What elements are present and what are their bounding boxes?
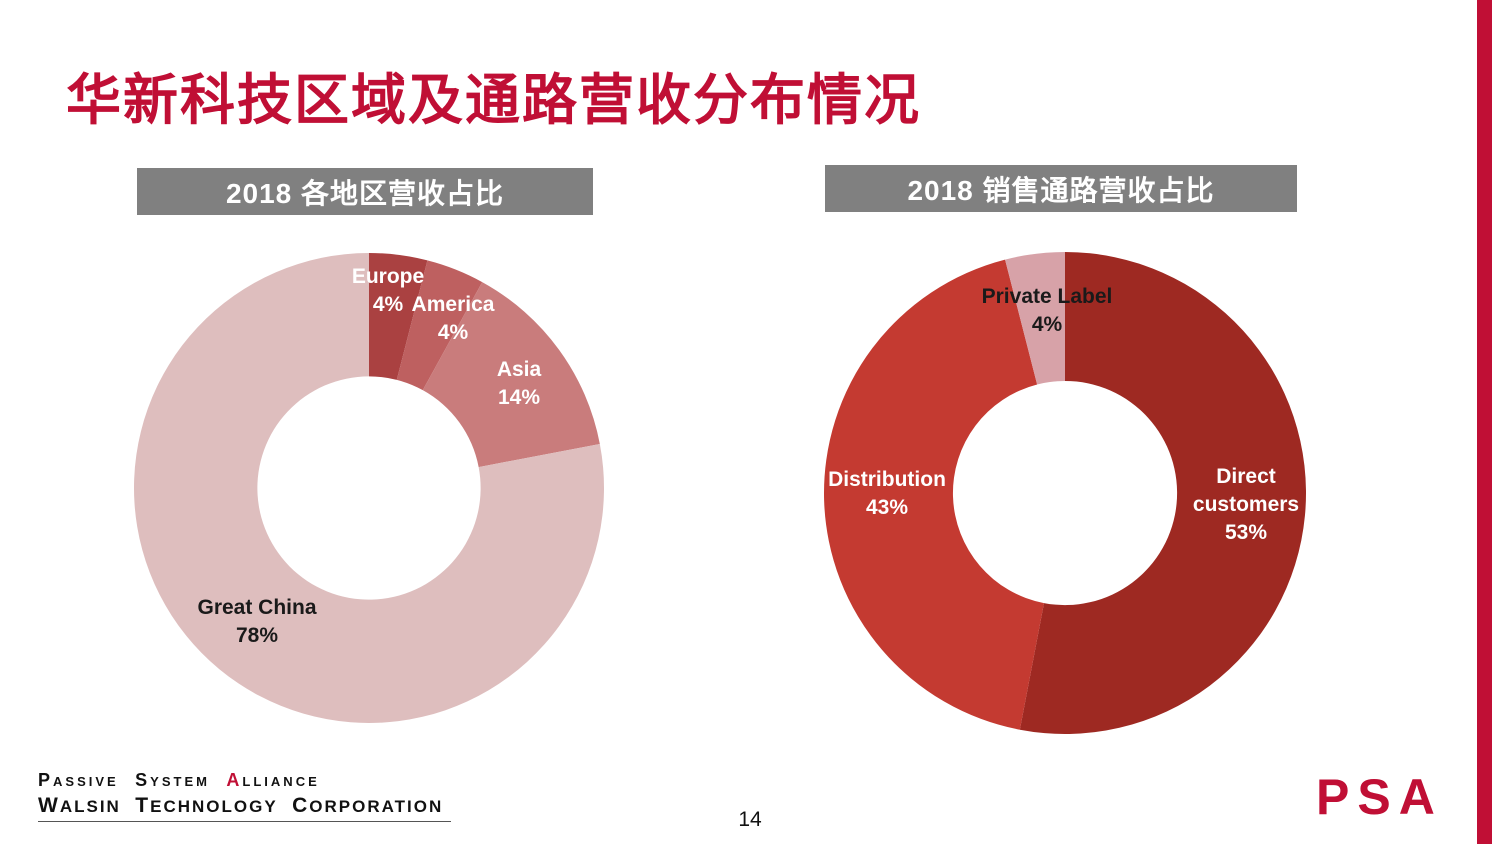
- label-distribution-pct: 43%: [865, 496, 909, 519]
- label-direct-customers-name: Direct customers: [1192, 465, 1300, 516]
- company-logo: Passive System Alliance Walsin Technolog…: [38, 770, 452, 822]
- logo-word-alliance: Alliance: [226, 770, 320, 790]
- label-direct-customers-pct: 53%: [1224, 521, 1268, 544]
- channel-donut-chart: Private Label 4% Direct customers 53% Di…: [823, 251, 1307, 735]
- label-distribution: Distribution 43%: [812, 466, 962, 522]
- channel-donut-svg: [824, 252, 1307, 734]
- label-distribution-name: Distribution: [828, 468, 946, 491]
- label-great-china-pct: 78%: [235, 624, 279, 647]
- region-chart-header: 2018 各地区营收占比: [137, 168, 593, 215]
- right-edge-accent-stripe: [1477, 0, 1492, 844]
- label-asia: Asia 14%: [469, 356, 569, 412]
- logo-word-walsin: Walsin: [38, 794, 121, 817]
- donut-slice-direct-customers: [1019, 252, 1307, 734]
- donut-slice-private-label: [1005, 252, 1065, 385]
- donut-slice-distribution: [824, 259, 1044, 730]
- psa-logo: PSA: [1316, 769, 1443, 825]
- label-america: America 4%: [403, 291, 503, 347]
- region-donut-chart: Europe 4% America 4% Asia 14% Great Chin…: [133, 252, 605, 724]
- page-number: 14: [738, 808, 762, 831]
- logo-word-technology: Technology: [135, 794, 278, 817]
- label-direct-customers: Direct customers 53%: [1184, 463, 1308, 547]
- donut-slice-asia: [422, 282, 600, 468]
- label-private-label-name: Private Label: [981, 285, 1113, 308]
- label-europe-name: Europe: [351, 265, 425, 288]
- label-asia-name: Asia: [496, 358, 542, 381]
- label-asia-pct: 14%: [497, 386, 541, 409]
- channel-chart-header: 2018 销售通路营收占比: [825, 165, 1297, 212]
- label-europe: Europe 4%: [338, 263, 438, 319]
- slide-title: 华新科技区域及通路营收分布情况: [66, 68, 922, 131]
- donut-slice-america: [396, 260, 483, 391]
- label-private-label: Private Label 4%: [962, 283, 1132, 339]
- logo-word-system: System: [135, 770, 210, 790]
- label-great-china: Great China 78%: [177, 594, 337, 650]
- donut-slice-europe: [369, 253, 428, 380]
- label-great-china-name: Great China: [197, 596, 317, 619]
- label-europe-pct: 4%: [372, 293, 404, 316]
- label-private-label-pct: 4%: [1031, 313, 1063, 336]
- logo-word-passive: Passive: [38, 770, 119, 790]
- label-america-pct: 4%: [437, 321, 469, 344]
- logo-line1: Passive System Alliance: [38, 770, 451, 791]
- donut-slice-great-china: [134, 253, 605, 723]
- logo-word-corporation: Corporation: [292, 794, 444, 817]
- label-america-name: America: [411, 293, 495, 316]
- region-donut-svg: [134, 253, 605, 723]
- logo-line2: Walsin Technology Corporation: [38, 794, 452, 822]
